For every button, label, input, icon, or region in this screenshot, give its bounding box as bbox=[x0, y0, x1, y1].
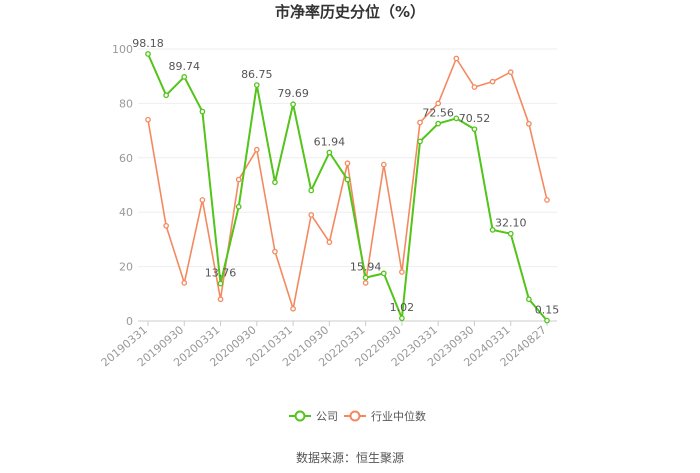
legend-label-0[interactable]: 公司 bbox=[316, 410, 338, 423]
series-point-1[interactable] bbox=[507, 69, 514, 75]
y-tick-label: 80 bbox=[119, 97, 133, 110]
series-point-0[interactable] bbox=[326, 149, 333, 156]
series-point-1[interactable] bbox=[199, 197, 206, 203]
series-point-0[interactable] bbox=[308, 187, 315, 194]
series-point-1[interactable] bbox=[399, 269, 405, 275]
series-point-0[interactable] bbox=[344, 176, 351, 183]
x-axis: 2019033120190930202003312020093020210331… bbox=[99, 321, 549, 369]
y-tick-label: 60 bbox=[119, 152, 133, 165]
series-point-1[interactable] bbox=[181, 280, 188, 286]
series-point-1[interactable] bbox=[362, 280, 369, 286]
series-point-1[interactable] bbox=[453, 55, 460, 62]
data-label: 61.94 bbox=[314, 136, 346, 149]
series-point-0[interactable] bbox=[526, 296, 532, 303]
y-tick-label: 100 bbox=[112, 43, 133, 56]
series-point-0[interactable] bbox=[507, 230, 514, 237]
series-layer bbox=[145, 51, 550, 324]
legend-marker-0 bbox=[294, 410, 306, 422]
y-tick-label: 40 bbox=[119, 206, 133, 219]
series-point-0[interactable] bbox=[145, 51, 151, 57]
series-point-0[interactable] bbox=[217, 280, 224, 287]
series-point-0[interactable] bbox=[471, 126, 478, 133]
chart-title: 市净率历史分位（%） bbox=[275, 3, 425, 21]
series-point-0[interactable] bbox=[272, 179, 278, 186]
data-label: 32.10 bbox=[495, 217, 527, 230]
series-point-0[interactable] bbox=[544, 317, 550, 324]
series-point-0[interactable] bbox=[489, 227, 496, 233]
series-line-0 bbox=[147, 53, 548, 322]
series-point-1[interactable] bbox=[417, 119, 423, 126]
data-label: 79.69 bbox=[277, 87, 309, 100]
series-point-0[interactable] bbox=[235, 203, 242, 210]
series-point-0[interactable] bbox=[181, 74, 188, 80]
series-point-1[interactable] bbox=[145, 116, 151, 123]
series-point-1[interactable] bbox=[544, 197, 550, 203]
series-point-1[interactable] bbox=[380, 161, 387, 168]
data-label: 0.15 bbox=[535, 304, 560, 317]
series-point-1[interactable] bbox=[272, 248, 278, 255]
series-point-1[interactable] bbox=[326, 239, 333, 245]
series-point-0[interactable] bbox=[399, 315, 405, 322]
series-point-1[interactable] bbox=[526, 120, 532, 127]
series-point-1[interactable] bbox=[290, 305, 296, 312]
data-label: 15.94 bbox=[350, 261, 382, 274]
series-point-1[interactable] bbox=[435, 100, 442, 107]
series-point-0[interactable] bbox=[380, 270, 387, 277]
series-point-0[interactable] bbox=[453, 115, 460, 122]
data-label: 1.02 bbox=[390, 301, 415, 314]
data-label: 72.56 bbox=[422, 107, 454, 120]
data-label: 98.18 bbox=[132, 37, 164, 50]
series-point-0[interactable] bbox=[253, 82, 260, 88]
legend[interactable]: 公司 行业中位数 bbox=[289, 409, 426, 423]
series-point-0[interactable] bbox=[290, 101, 296, 108]
series-point-0[interactable] bbox=[417, 138, 423, 145]
source-note: 数据来源：恒生聚源 bbox=[296, 450, 404, 465]
series-point-1[interactable] bbox=[217, 296, 224, 303]
y-tick-label: 0 bbox=[126, 315, 133, 328]
series-point-0[interactable] bbox=[163, 92, 169, 99]
series-point-1[interactable] bbox=[489, 78, 496, 85]
legend-label-1[interactable]: 行业中位数 bbox=[371, 409, 426, 423]
series-point-0[interactable] bbox=[362, 274, 369, 281]
series-point-1[interactable] bbox=[344, 160, 351, 167]
data-label: 86.75 bbox=[241, 68, 273, 81]
series-point-1[interactable] bbox=[471, 84, 478, 90]
y-axis: 0 20 40 60 80 100 bbox=[112, 43, 133, 328]
series-point-1[interactable] bbox=[253, 146, 260, 153]
data-label: 89.74 bbox=[169, 60, 201, 73]
legend-marker-1 bbox=[349, 410, 361, 422]
y-tick-label: 20 bbox=[119, 261, 133, 274]
series-point-1[interactable] bbox=[163, 222, 169, 229]
series-point-0[interactable] bbox=[199, 108, 206, 115]
data-labels: 98.18 89.74 13.76 86.75 79.69 61.94 15.94 1.02 7… bbox=[132, 37, 559, 317]
series-point-0[interactable] bbox=[435, 120, 442, 127]
data-label: 13.76 bbox=[205, 267, 237, 280]
data-label: 70.52 bbox=[459, 112, 491, 125]
series-point-1[interactable] bbox=[308, 212, 315, 218]
series-point-1[interactable] bbox=[235, 176, 242, 183]
